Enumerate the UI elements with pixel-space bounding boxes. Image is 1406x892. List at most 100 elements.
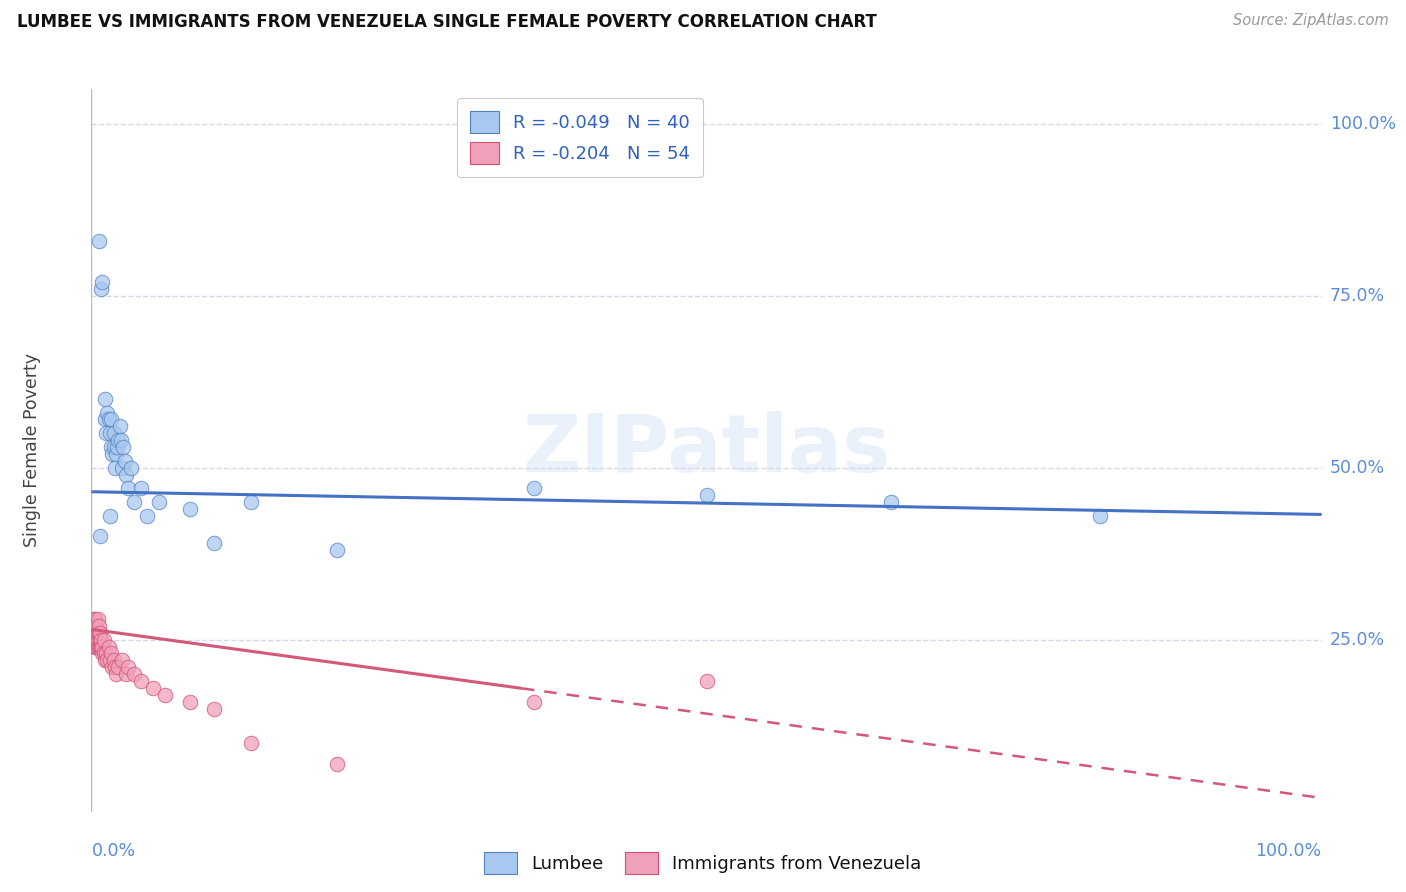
Point <box>93 647 115 661</box>
Point <box>90 640 112 654</box>
Point <box>142 681 165 695</box>
Text: 50.0%: 50.0% <box>1330 458 1385 476</box>
Text: Source: ZipAtlas.com: Source: ZipAtlas.com <box>1233 13 1389 29</box>
Point <box>98 508 121 523</box>
Point <box>87 625 110 640</box>
Point <box>107 660 129 674</box>
Point <box>82 619 104 633</box>
Point <box>179 695 201 709</box>
Point <box>89 640 111 654</box>
Point <box>94 412 117 426</box>
Text: LUMBEE VS IMMIGRANTS FROM VENEZUELA SINGLE FEMALE POVERTY CORRELATION CHART: LUMBEE VS IMMIGRANTS FROM VENEZUELA SING… <box>17 13 877 31</box>
Text: 100.0%: 100.0% <box>1256 842 1322 860</box>
Point <box>135 508 157 523</box>
Text: 25.0%: 25.0% <box>1330 631 1385 648</box>
Point <box>153 688 177 702</box>
Point <box>103 440 125 454</box>
Point <box>117 660 139 674</box>
Text: Single Female Poverty: Single Female Poverty <box>24 353 41 548</box>
Point <box>96 426 117 441</box>
Point <box>202 536 225 550</box>
Point <box>96 406 118 420</box>
Point <box>97 412 120 426</box>
Point <box>100 440 122 454</box>
Point <box>124 495 146 509</box>
Point <box>120 460 142 475</box>
Point <box>91 640 114 654</box>
Point <box>84 640 107 654</box>
Point <box>86 640 108 654</box>
Text: ZIPatlas: ZIPatlas <box>523 411 890 490</box>
Point <box>107 433 129 447</box>
Point <box>84 612 107 626</box>
Point <box>83 612 105 626</box>
Point <box>117 481 139 495</box>
Point <box>105 447 127 461</box>
Point <box>87 619 110 633</box>
Point <box>240 495 263 509</box>
Point <box>202 701 225 715</box>
Point <box>240 736 263 750</box>
Point <box>96 647 117 661</box>
Point <box>104 460 127 475</box>
Point <box>98 426 121 441</box>
Point <box>129 673 152 688</box>
Text: 0.0%: 0.0% <box>91 842 135 860</box>
Point <box>148 495 170 509</box>
Point <box>86 619 108 633</box>
Point <box>84 632 107 647</box>
Point <box>86 625 108 640</box>
Point <box>523 695 546 709</box>
Point <box>87 640 110 654</box>
Point <box>695 673 717 688</box>
Point <box>100 412 122 426</box>
Point <box>98 653 121 667</box>
Point <box>326 756 349 771</box>
Point <box>101 447 124 461</box>
Point <box>1088 508 1111 523</box>
Point <box>90 282 112 296</box>
Point <box>86 625 108 640</box>
Point <box>86 640 108 654</box>
Point <box>114 454 136 468</box>
Point <box>86 632 108 647</box>
Point <box>129 481 152 495</box>
Point <box>84 619 107 633</box>
Point <box>326 543 349 558</box>
Point <box>100 647 122 661</box>
Text: 100.0%: 100.0% <box>1330 114 1396 133</box>
Point <box>103 426 125 441</box>
Legend: Lumbee, Immigrants from Venezuela: Lumbee, Immigrants from Venezuela <box>477 845 929 881</box>
Point <box>83 625 105 640</box>
Point <box>124 667 146 681</box>
Legend: R = -0.049   N = 40, R = -0.204   N = 54: R = -0.049 N = 40, R = -0.204 N = 54 <box>457 98 703 177</box>
Point <box>96 653 118 667</box>
Point <box>97 640 120 654</box>
Point <box>89 625 111 640</box>
Point <box>91 647 114 661</box>
Point <box>523 481 546 495</box>
Point <box>94 653 117 667</box>
Point <box>105 667 127 681</box>
Point <box>108 419 131 434</box>
Point <box>89 529 111 543</box>
Point <box>101 660 124 674</box>
Point <box>110 433 132 447</box>
Point <box>82 632 104 647</box>
Point <box>84 625 107 640</box>
Point <box>695 488 717 502</box>
Point <box>105 440 128 454</box>
Text: 75.0%: 75.0% <box>1330 286 1385 305</box>
Point <box>111 653 134 667</box>
Point <box>83 619 105 633</box>
Point <box>103 653 125 667</box>
Point <box>89 632 111 647</box>
Point <box>93 632 115 647</box>
Point <box>104 660 127 674</box>
Point <box>87 234 110 248</box>
Point <box>90 632 112 647</box>
Point <box>111 460 134 475</box>
Point <box>112 440 135 454</box>
Point <box>114 667 138 681</box>
Point <box>880 495 903 509</box>
